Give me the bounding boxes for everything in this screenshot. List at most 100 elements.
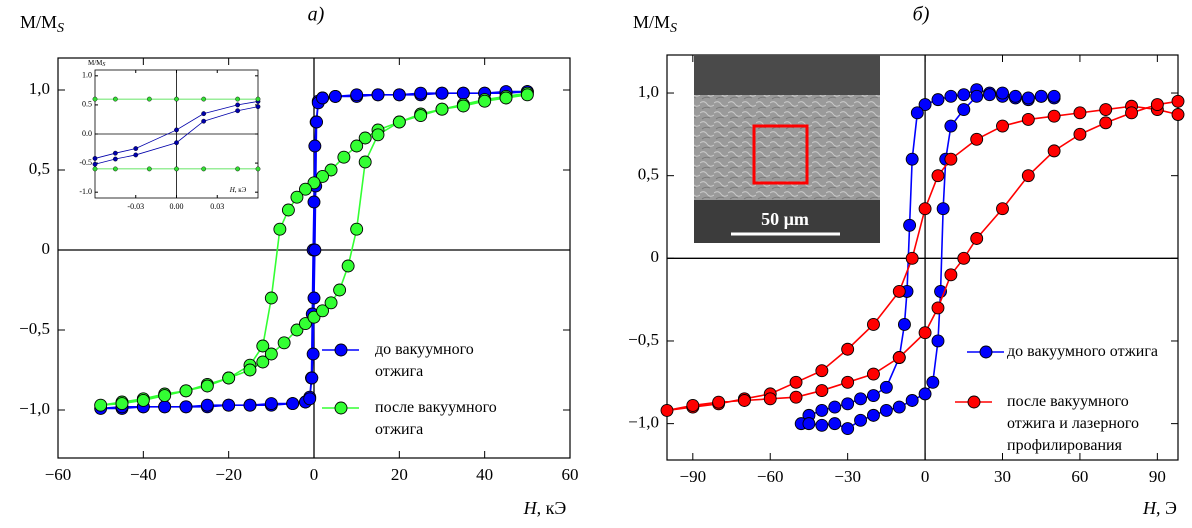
- data-point: [201, 166, 207, 172]
- data-point: [200, 398, 214, 412]
- x-axis-label-unit: , кЭ: [537, 498, 567, 518]
- data-point: [1047, 109, 1061, 123]
- data-point: [936, 202, 950, 216]
- y-axis-label-main: M/M: [88, 59, 103, 67]
- data-point: [201, 118, 207, 124]
- y-axis-label: M/MS: [633, 12, 677, 36]
- data-point: [815, 364, 829, 378]
- data-point: [243, 363, 257, 377]
- data-point: [264, 291, 278, 305]
- data-point: [944, 119, 958, 133]
- data-point: [854, 413, 868, 427]
- data-point: [983, 88, 997, 102]
- data-point: [910, 106, 924, 120]
- data-point: [179, 400, 193, 414]
- data-point: [763, 392, 777, 406]
- data-point: [970, 89, 984, 103]
- data-point: [92, 156, 98, 161]
- data-point: [306, 347, 320, 361]
- data-point: [1034, 89, 1048, 103]
- data-point: [307, 176, 321, 190]
- data-point: [307, 195, 321, 209]
- data-point: [158, 389, 172, 403]
- data-point: [350, 88, 364, 102]
- data-point: [337, 150, 351, 164]
- data-point: [970, 132, 984, 146]
- data-point: [815, 403, 829, 417]
- legend-label: до вакуумного отжига: [1007, 343, 1159, 360]
- data-point: [174, 96, 179, 102]
- data-point: [789, 375, 803, 389]
- panel-title: а): [308, 4, 325, 26]
- data-point: [305, 371, 319, 385]
- y-tick-label: 0.0: [82, 129, 92, 138]
- data-point: [277, 336, 291, 350]
- data-point: [256, 355, 270, 369]
- data-point: [303, 392, 317, 406]
- legend-label: после вакуумного отжига: [375, 399, 497, 438]
- data-point: [996, 202, 1009, 216]
- data-point: [273, 222, 287, 236]
- data-point: [133, 146, 139, 151]
- x-axis-label-unit: , Э: [1156, 498, 1177, 518]
- data-point: [112, 156, 118, 162]
- data-point: [789, 390, 803, 404]
- data-point: [92, 166, 98, 172]
- data-point: [112, 96, 118, 102]
- data-point: [712, 395, 726, 409]
- y-axis-label-sub: S: [670, 21, 677, 36]
- data-point: [358, 131, 372, 145]
- data-point: [867, 408, 880, 422]
- data-point: [94, 398, 108, 412]
- data-point: [520, 88, 534, 102]
- x-tick-label: 0.00: [170, 202, 184, 211]
- y-axis-label-main: M/M: [20, 12, 57, 32]
- data-point: [222, 398, 236, 412]
- legend-marker: [979, 345, 993, 359]
- data-point: [316, 304, 329, 318]
- data-point: [841, 342, 855, 356]
- data-point: [1008, 89, 1022, 103]
- data-point: [1150, 98, 1164, 112]
- x-axis-label-unit: , кЭ: [235, 186, 247, 194]
- data-point: [892, 351, 906, 364]
- x-tick-label: −30: [834, 467, 861, 486]
- data-point: [201, 96, 207, 102]
- data-point: [879, 403, 893, 417]
- data-point: [686, 398, 700, 412]
- data-point: [931, 301, 945, 315]
- data-point: [308, 243, 322, 257]
- y-axis-label: M/MS: [20, 12, 64, 36]
- data-point: [892, 284, 906, 298]
- data-point: [456, 86, 470, 100]
- data-point: [200, 379, 214, 393]
- data-point: [435, 102, 449, 116]
- data-point: [414, 86, 428, 100]
- legend-label: до вакуумного отжига: [375, 341, 474, 380]
- data-point: [499, 91, 513, 105]
- data-point: [255, 104, 261, 110]
- x-tick-label: 60: [1071, 467, 1088, 486]
- data-point: [944, 268, 958, 282]
- x-axis-label-var: H: [1142, 498, 1157, 518]
- data-point: [235, 166, 241, 172]
- data-point: [918, 387, 932, 401]
- data-point: [456, 99, 470, 113]
- region-marker: [752, 124, 809, 185]
- data-point: [358, 155, 372, 169]
- legend-marker: [334, 401, 348, 415]
- data-point: [879, 380, 893, 394]
- x-tick-label: 0: [921, 467, 930, 486]
- data-point: [286, 397, 300, 411]
- data-point: [255, 166, 261, 172]
- data-point: [235, 96, 241, 102]
- y-axis-label-sub: S: [57, 21, 64, 36]
- data-point: [841, 375, 855, 389]
- data-point: [660, 403, 674, 417]
- data-point: [737, 394, 751, 407]
- data-point: [179, 384, 193, 398]
- x-tick-label: -0.03: [127, 202, 144, 211]
- data-point: [243, 398, 257, 412]
